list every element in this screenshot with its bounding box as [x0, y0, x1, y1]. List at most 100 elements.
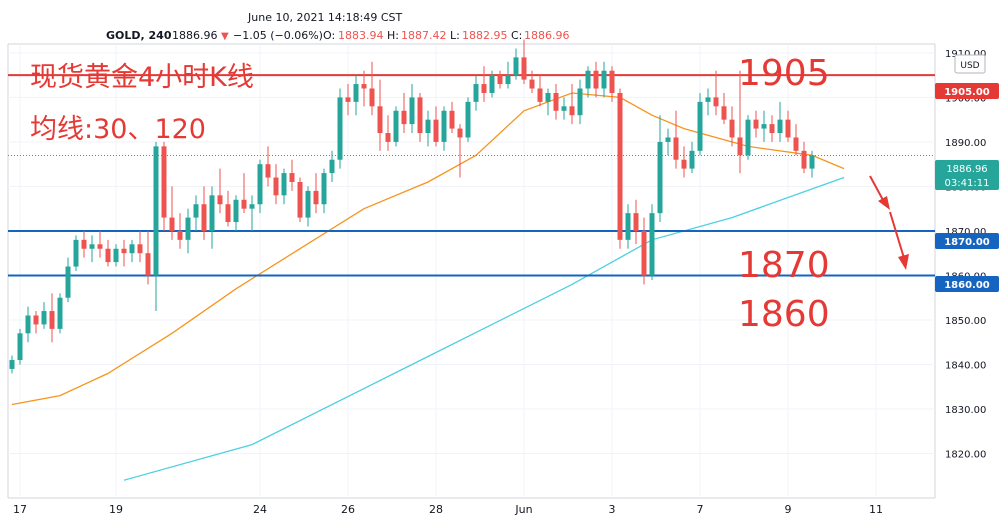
- candle: [441, 106, 447, 151]
- datetime-label: June 10, 2021 14:18:49 CST: [247, 11, 402, 24]
- candle: [601, 61, 607, 98]
- candle: [369, 61, 375, 116]
- close-value: 1886.96: [524, 29, 570, 42]
- currency-button[interactable]: USD: [954, 54, 986, 74]
- candle: [633, 199, 639, 245]
- candle: [481, 66, 487, 102]
- x-tick-label: 17: [13, 503, 27, 516]
- candle: [209, 186, 215, 249]
- candle: [177, 213, 183, 249]
- candle: [521, 39, 527, 85]
- candle: [361, 70, 367, 107]
- x-tick-label: 7: [697, 503, 704, 516]
- candle: [489, 70, 495, 98]
- candle: [809, 150, 815, 178]
- forecast-arrow: [869, 175, 909, 270]
- candle: [433, 106, 439, 147]
- x-tick-label: 28: [429, 503, 443, 516]
- candle: [585, 66, 591, 98]
- x-tick-label: Jun: [514, 503, 532, 516]
- candle: [529, 70, 535, 93]
- candle: [25, 306, 31, 343]
- candle: [449, 101, 455, 134]
- candle: [545, 88, 551, 116]
- candle: [329, 150, 335, 182]
- candle: [593, 61, 599, 98]
- candle: [737, 70, 743, 174]
- candle: [665, 128, 671, 156]
- candle: [689, 141, 695, 174]
- y-tick-label: 1890.00: [945, 138, 986, 149]
- candle: [465, 97, 471, 142]
- x-tick-label: 24: [253, 503, 267, 516]
- candle: [673, 110, 679, 169]
- candle: [801, 141, 807, 174]
- candle: [249, 195, 255, 231]
- annotation-level-1905: 1905: [738, 53, 830, 94]
- candle: [33, 311, 39, 334]
- candle: [697, 92, 703, 156]
- candle: [337, 88, 343, 169]
- candle: [417, 92, 423, 142]
- candle: [185, 208, 191, 254]
- x-tick-label: 26: [341, 503, 355, 516]
- candle: [745, 115, 751, 160]
- candle: [233, 195, 239, 231]
- candle: [97, 230, 103, 258]
- high-value: 1887.42: [401, 29, 447, 42]
- candle: [577, 79, 583, 125]
- open-value: 1883.94: [338, 29, 384, 42]
- down-arrow-icon: ▼: [221, 31, 229, 42]
- low-value: 1882.95: [462, 29, 508, 42]
- candle: [65, 257, 71, 303]
- price-badge-1905: 1905.00: [935, 83, 999, 99]
- candle: [649, 204, 655, 280]
- candle: [321, 168, 327, 214]
- candle: [153, 141, 159, 312]
- candle: [137, 230, 143, 263]
- x-tick-label: 9: [785, 503, 792, 516]
- candle: [609, 66, 615, 102]
- currency-label: USD: [960, 61, 979, 71]
- close-label: C:: [511, 29, 522, 42]
- candle: [129, 239, 135, 263]
- ma120-line: [123, 176, 845, 481]
- candle: [105, 239, 111, 267]
- candle: [313, 173, 319, 214]
- y-tick-label: 1830.00: [945, 405, 986, 416]
- candle: [513, 48, 519, 80]
- bar-countdown: 03:41:11: [945, 178, 990, 189]
- symbol-label: GOLD, 240: [106, 29, 172, 42]
- candle: [81, 230, 87, 258]
- svg-text:1870.00: 1870.00: [944, 237, 990, 248]
- candle: [505, 61, 511, 89]
- candle: [49, 293, 55, 343]
- candle: [241, 173, 247, 214]
- candle: [393, 106, 399, 147]
- candle: [41, 302, 47, 329]
- last-price-value: 1886.96: [946, 164, 987, 175]
- candle: [457, 124, 463, 178]
- candle: [289, 159, 295, 191]
- candle: [281, 168, 287, 205]
- y-tick-label: 1820.00: [945, 449, 986, 460]
- candle: [713, 70, 719, 116]
- candle: [777, 101, 783, 142]
- candle: [681, 146, 687, 178]
- candle: [169, 186, 175, 240]
- svg-text:1905.00: 1905.00: [944, 87, 990, 98]
- candle: [265, 146, 271, 187]
- candle: [345, 84, 351, 116]
- candle: [225, 190, 231, 227]
- candle: [721, 92, 727, 125]
- candle: [121, 239, 127, 267]
- candle: [473, 75, 479, 111]
- candle: [385, 115, 391, 151]
- open-label: O:: [323, 29, 335, 42]
- candle: [145, 230, 151, 285]
- annotation-title: 现货黄金4小时K线: [30, 62, 254, 93]
- price-badge-1870: 1870.00: [935, 233, 999, 249]
- candle: [113, 244, 119, 267]
- candle: [409, 84, 415, 134]
